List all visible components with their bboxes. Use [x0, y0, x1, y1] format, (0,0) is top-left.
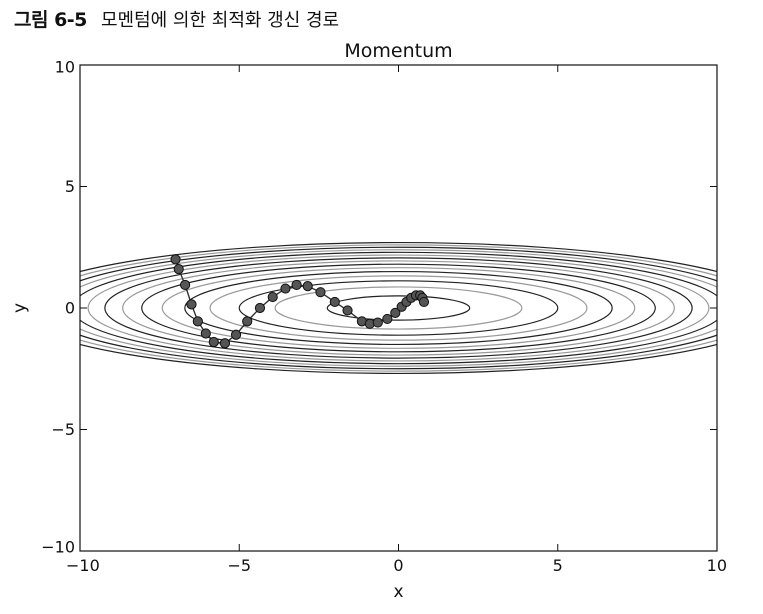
data-point: [372, 317, 383, 328]
data-point: [230, 329, 242, 340]
data-point: [329, 296, 340, 308]
contour-line: [80, 251, 717, 365]
figure-caption-text: 모멘텀에 의한 최적화 갱신 경로: [100, 10, 340, 31]
data-point: [219, 338, 231, 349]
data-point: [180, 279, 191, 291]
optimization-path: [170, 254, 430, 349]
y-tick-label: 0: [65, 299, 75, 318]
contour-line: [141, 263, 656, 353]
contour-lines: [80, 241, 717, 375]
x-axis-label: x: [393, 582, 403, 602]
contour-line: [326, 295, 471, 321]
data-point: [267, 291, 278, 303]
x-tick-label: 10: [707, 556, 727, 575]
contour-line: [274, 286, 523, 330]
contour-line: [80, 249, 717, 367]
x-tick-label: −5: [227, 556, 251, 575]
data-point: [342, 305, 353, 316]
data-point: [302, 281, 313, 292]
y-tick-label: −5: [51, 420, 75, 439]
data-point: [173, 264, 184, 275]
y-axis-label: y: [10, 303, 30, 313]
data-point: [315, 287, 326, 298]
contour-line: [80, 244, 717, 372]
data-point: [242, 316, 253, 327]
contour-line: [161, 267, 636, 349]
contour-line: [122, 260, 675, 356]
contour-line: [238, 280, 559, 336]
x-tick-label: 0: [393, 556, 403, 575]
figure-caption: 그림 6-5 모멘텀에 의한 최적화 갱신 경로: [14, 6, 339, 34]
x-tick-label: 5: [553, 556, 563, 575]
data-point: [280, 283, 291, 294]
data-point: [170, 254, 181, 265]
contour-line: [80, 241, 717, 375]
data-point: [390, 307, 401, 318]
contour-line: [184, 270, 613, 346]
chart-title: Momentum: [344, 40, 452, 62]
data-point: [418, 296, 430, 308]
data-point: [192, 316, 203, 327]
y-tick-label: 10: [55, 58, 75, 77]
axis-ticks: −10 −5 0 5 10 −10 −5 0 5 10: [41, 58, 727, 576]
y-tick-label: 5: [65, 177, 75, 196]
figure-number: 그림 6-5: [14, 9, 87, 31]
x-tick-label: −10: [66, 556, 100, 575]
data-point: [254, 302, 266, 314]
data-point: [382, 313, 393, 325]
contour-line: [80, 246, 717, 370]
contour-line: [87, 254, 710, 362]
y-tick-label: −10: [41, 538, 75, 557]
data-point: [291, 279, 302, 291]
data-point: [208, 336, 219, 348]
contour-line: [209, 275, 588, 341]
data-point: [200, 328, 211, 339]
contour-line: [104, 257, 693, 359]
data-point: [186, 299, 197, 310]
